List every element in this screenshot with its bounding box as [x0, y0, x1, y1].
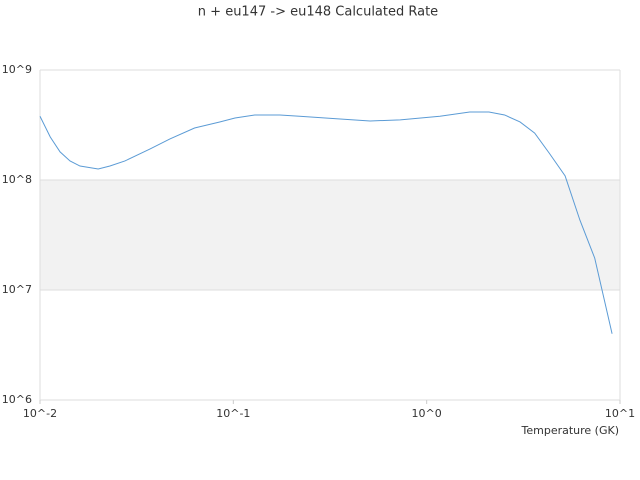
plot-band [40, 180, 620, 290]
x-tick-label: 10^1 [605, 407, 635, 420]
y-tick-label: 10^7 [2, 283, 32, 296]
y-tick-label: 10^9 [2, 63, 32, 76]
x-tick-label: 10^0 [412, 407, 442, 420]
x-axis-title: Temperature (GK) [521, 424, 620, 437]
y-tick-label: 10^8 [2, 173, 32, 186]
x-tick-label: 10^-2 [23, 407, 57, 420]
data-line [39, 111, 613, 334]
chart-title: n + eu147 -> eu148 Calculated Rate [198, 5, 438, 20]
y-tick-label: 10^6 [2, 393, 32, 406]
x-tick-label: 10^-1 [216, 407, 250, 420]
